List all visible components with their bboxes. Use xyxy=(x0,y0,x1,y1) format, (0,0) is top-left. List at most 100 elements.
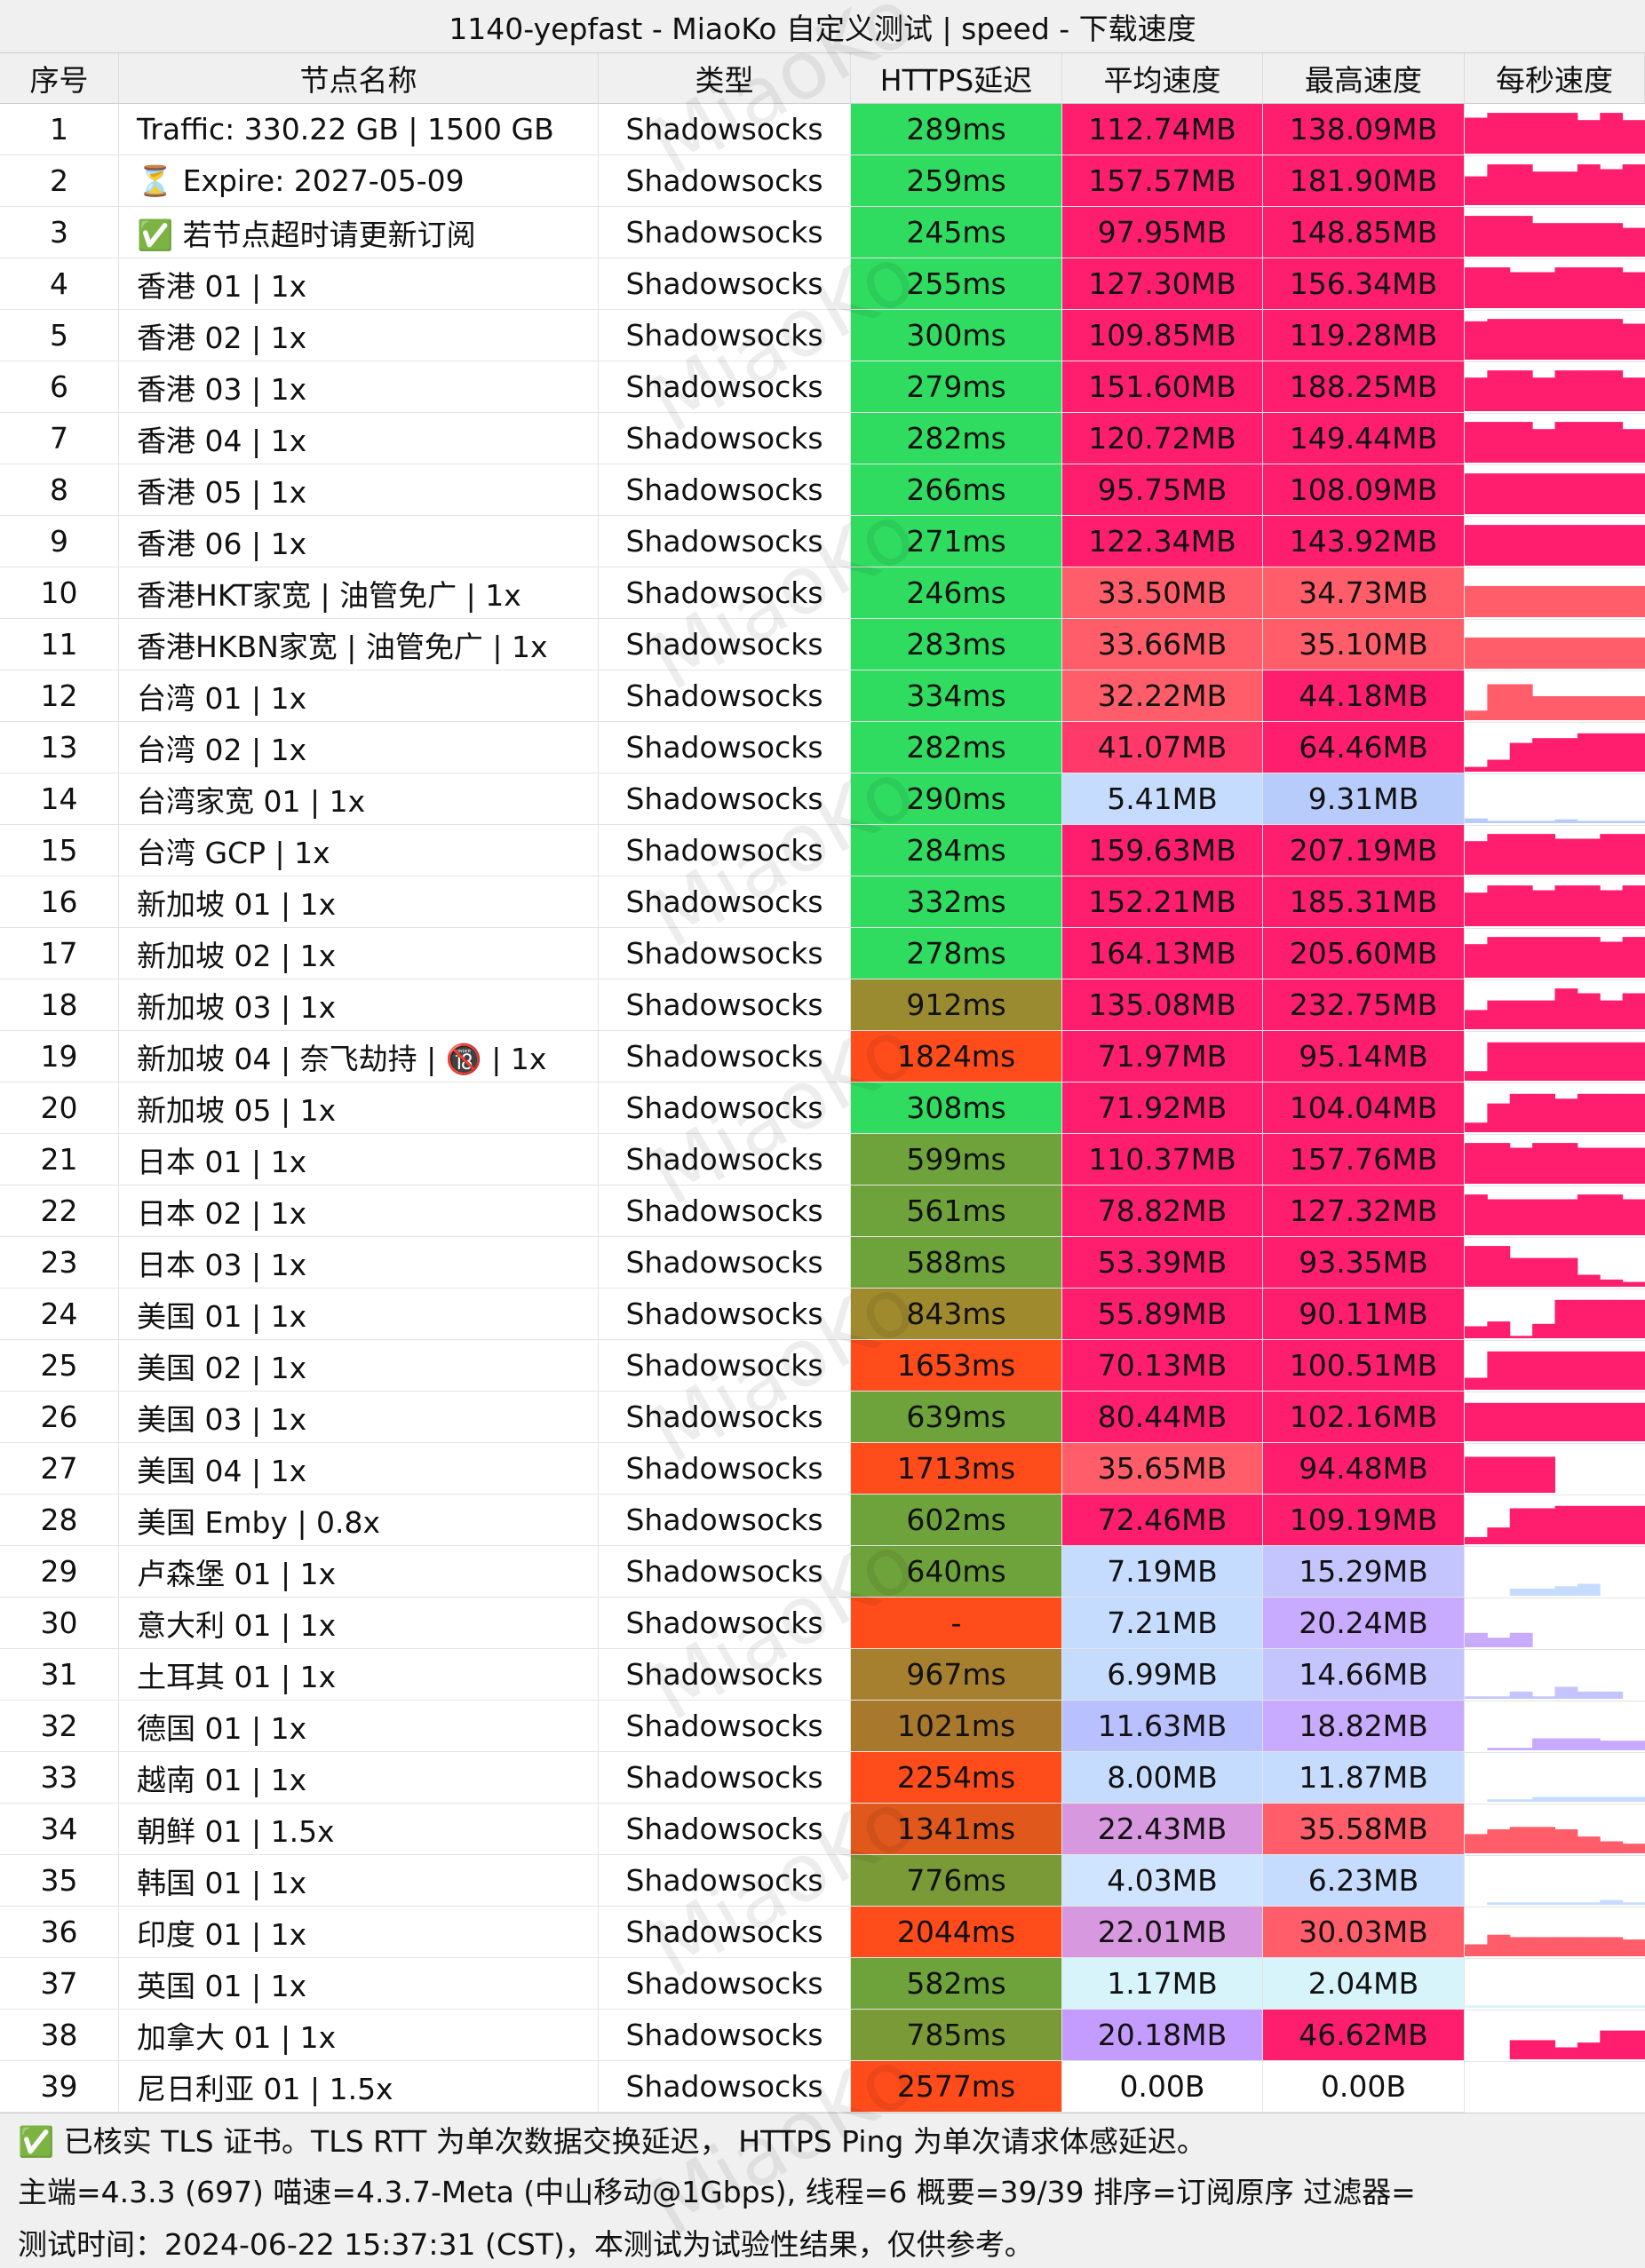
index: 30 xyxy=(0,1598,119,1649)
speed-bar xyxy=(1600,1402,1624,1441)
index: 6 xyxy=(0,361,119,413)
speed-bar xyxy=(1487,1748,1511,1750)
index: 39 xyxy=(0,2061,119,2113)
type: Shadowsocks xyxy=(599,1134,851,1186)
type: Shadowsocks xyxy=(599,1443,851,1495)
avg-speed: 1.17MB xyxy=(1062,1958,1263,2010)
speed-bar xyxy=(1622,120,1645,154)
speed-bar xyxy=(1600,2005,1624,2008)
speed-bar xyxy=(1577,1836,1601,1853)
speed-sparkline xyxy=(1465,1246,1645,1289)
speed-bar xyxy=(1509,1093,1533,1132)
max-speed: 156.34MB xyxy=(1263,258,1465,310)
speed-bar xyxy=(1554,1199,1578,1235)
max-speed: 119.28MB xyxy=(1263,310,1465,361)
speed-bar xyxy=(1600,370,1624,411)
speed-bar xyxy=(1509,1000,1533,1029)
speed-bar xyxy=(1622,164,1645,205)
speed-bar xyxy=(1600,1042,1624,1081)
avg-speed: 22.43MB xyxy=(1062,1804,1263,1855)
latency: 300ms xyxy=(851,310,1062,361)
speed-sparkline xyxy=(1465,1402,1645,1444)
type: Shadowsocks xyxy=(599,670,851,722)
latency: 639ms xyxy=(851,1392,1062,1443)
speed-bar xyxy=(1487,1402,1511,1441)
speed-bar xyxy=(1600,1093,1624,1132)
node-name: 德国 01 | 1x xyxy=(119,1701,599,1752)
max-speed: 108.09MB xyxy=(1263,464,1465,516)
type: Shadowsocks xyxy=(599,310,851,361)
type: Shadowsocks xyxy=(599,2010,851,2061)
speed-bar xyxy=(1487,422,1511,463)
node-name: 日本 03 | 1x xyxy=(119,1237,599,1289)
avg-speed: 55.89MB xyxy=(1062,1289,1263,1340)
speed-sparkline xyxy=(1465,1456,1645,1495)
max-speed: 207.19MB xyxy=(1263,825,1465,876)
speed-bar xyxy=(1622,696,1645,720)
node-name: Traffic: 330.22 GB | 1500 GB xyxy=(119,104,599,155)
index: 3 xyxy=(0,207,119,258)
speed-bar xyxy=(1509,1042,1533,1081)
speed-bar xyxy=(1487,370,1511,411)
speed-sparkline xyxy=(1465,2061,1645,2113)
speed-bar xyxy=(1487,473,1511,514)
max-speed: 232.75MB xyxy=(1263,979,1465,1031)
latency: 2254ms xyxy=(851,1752,1062,1804)
max-speed: 44.18MB xyxy=(1263,670,1465,722)
type: Shadowsocks xyxy=(599,207,851,258)
type: Shadowsocks xyxy=(599,1289,851,1340)
speed-bar xyxy=(1532,1000,1555,1029)
max-speed: 46.62MB xyxy=(1263,2010,1465,2061)
speed-bar xyxy=(1532,637,1555,669)
avg-speed: 112.74MB xyxy=(1062,104,1263,155)
avg-speed: 122.34MB xyxy=(1062,516,1263,567)
speed-bar xyxy=(1577,525,1601,566)
speed-bar xyxy=(1487,834,1511,875)
node-name: 日本 01 | 1x xyxy=(119,1134,599,1186)
type: Shadowsocks xyxy=(599,825,851,876)
avg-speed: 53.39MB xyxy=(1062,1237,1263,1289)
latency: 266ms xyxy=(851,464,1062,516)
node-name: 越南 01 | 1x xyxy=(119,1752,599,1804)
speed-sparkline xyxy=(1465,1143,1645,1186)
speed-bar xyxy=(1622,525,1645,566)
speed-bar xyxy=(1577,1093,1601,1132)
speed-bar xyxy=(1532,890,1555,926)
index: 19 xyxy=(0,1031,119,1082)
avg-speed: 120.72MB xyxy=(1062,413,1263,464)
type: Shadowsocks xyxy=(599,1752,851,1804)
latency: 308ms xyxy=(851,1082,1062,1134)
speed-bar xyxy=(1465,818,1488,823)
speed-bar xyxy=(1465,377,1488,411)
type: Shadowsocks xyxy=(599,876,851,928)
avg-speed: 8.00MB xyxy=(1062,1752,1263,1804)
avg-speed: 164.13MB xyxy=(1062,928,1263,979)
node-name: 加拿大 01 | 1x xyxy=(119,2010,599,2061)
index: 4 xyxy=(0,258,119,310)
max-speed: 90.11MB xyxy=(1263,1289,1465,1340)
speed-bar xyxy=(1532,2005,1555,2008)
speed-sparkline xyxy=(1465,1738,1645,1753)
speed-bar xyxy=(1487,821,1511,823)
speed-bar xyxy=(1554,1143,1578,1184)
speed-bar xyxy=(1600,473,1624,514)
max-speed: 157.76MB xyxy=(1263,1134,1465,1186)
speed-bar xyxy=(1532,1588,1555,1596)
speed-bar xyxy=(1509,1827,1533,1853)
speed-bar xyxy=(1465,1122,1488,1132)
speed-sparkline xyxy=(1465,1796,1645,1804)
speed-bar xyxy=(1554,838,1578,875)
speed-bar xyxy=(1622,937,1645,978)
speed-bar xyxy=(1509,1588,1533,1596)
latency: 785ms xyxy=(851,2010,1062,2061)
speed-bar xyxy=(1622,1741,1645,1750)
type: Shadowsocks xyxy=(599,258,851,310)
speed-bar xyxy=(1577,164,1601,205)
index: 22 xyxy=(0,1186,119,1237)
speed-sparkline xyxy=(1465,113,1645,156)
speed-bar xyxy=(1600,637,1624,669)
speed-bar xyxy=(1622,885,1645,926)
speed-bar xyxy=(1622,1844,1645,1853)
speed-bar xyxy=(1509,637,1533,669)
avg-speed: 157.57MB xyxy=(1062,155,1263,207)
